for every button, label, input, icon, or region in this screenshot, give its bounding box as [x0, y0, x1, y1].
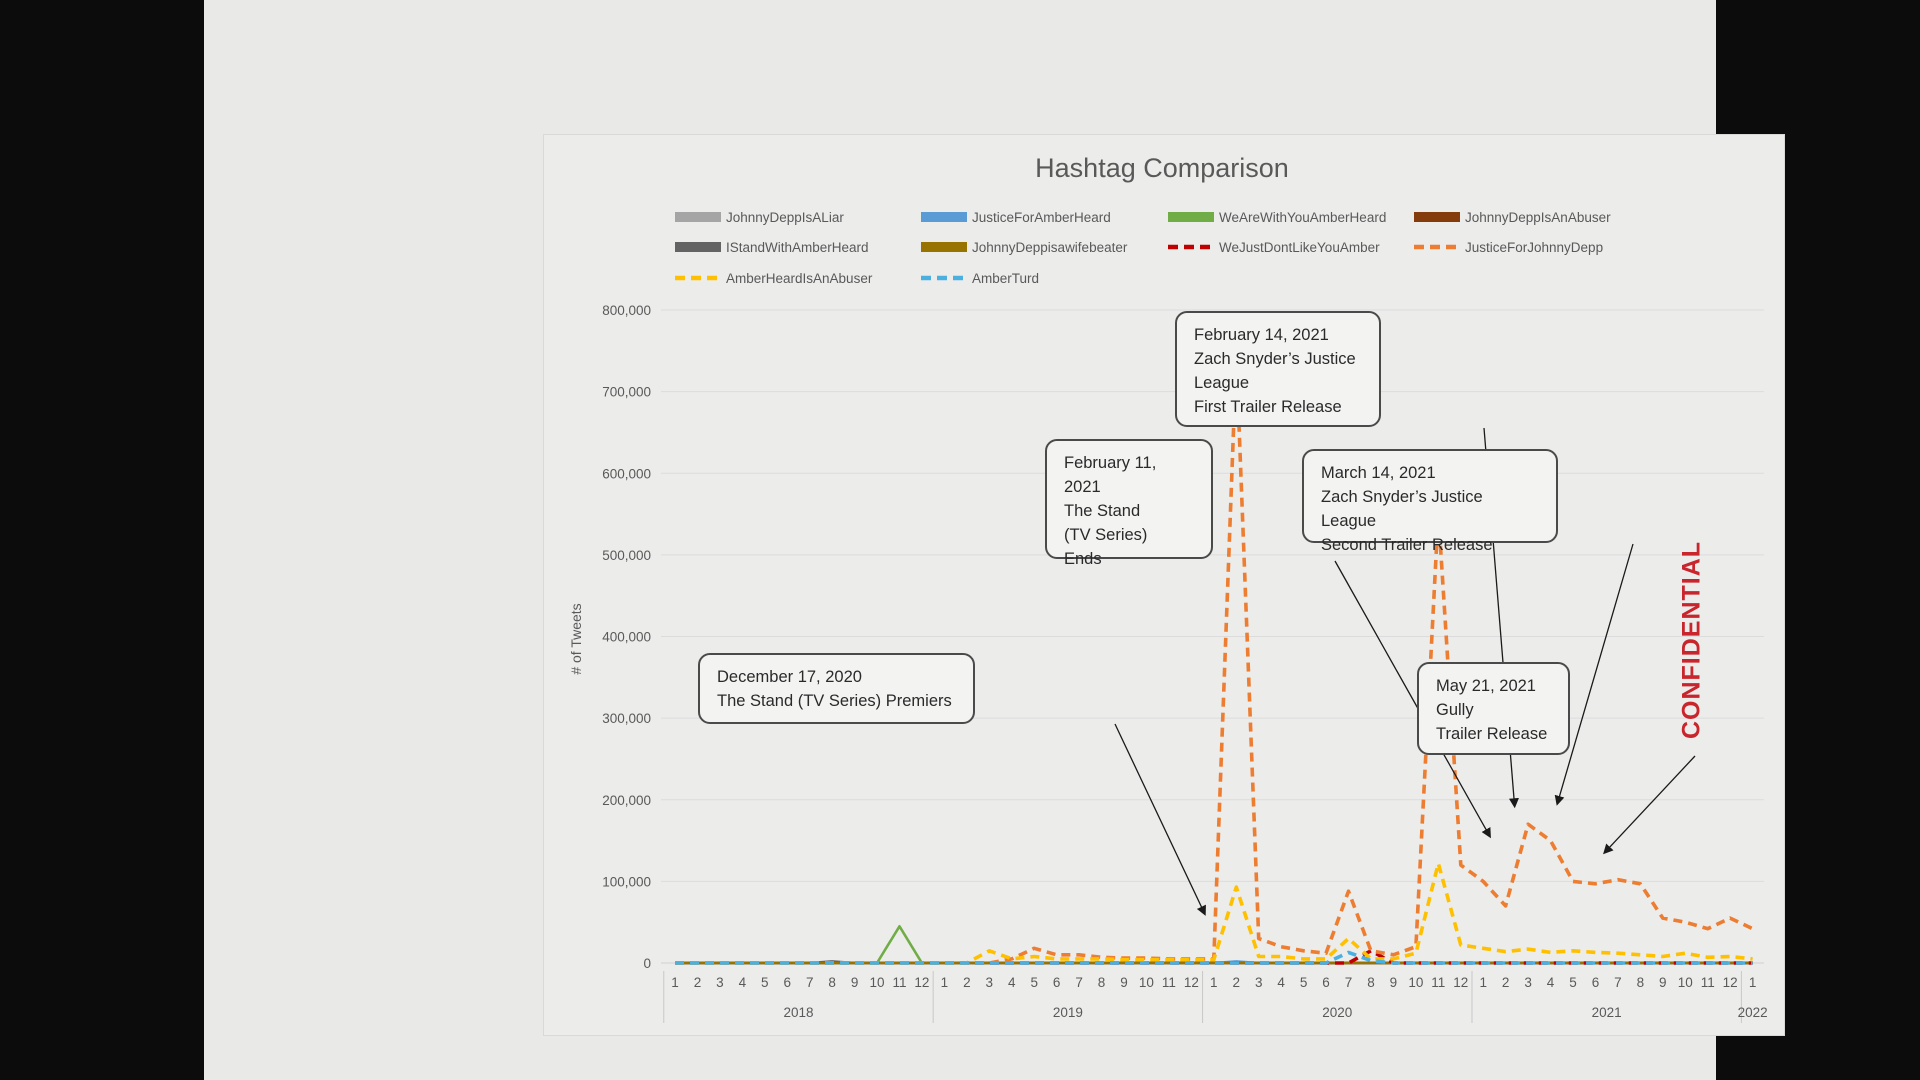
y-tick-label: 800,000 [602, 303, 651, 318]
legend-label: JohnnyDeppIsALiar [726, 210, 844, 225]
y-tick-label: 400,000 [602, 630, 651, 645]
x-tick-label: 1 [671, 975, 679, 990]
x-tick-label: 12 [1184, 975, 1199, 990]
x-tick-label: 5 [1569, 975, 1577, 990]
x-year-label: 2021 [1592, 1005, 1622, 1020]
x-tick-label: 3 [1524, 975, 1532, 990]
x-tick-label: 10 [870, 975, 885, 990]
y-axis-label: # of Tweets [568, 603, 584, 674]
x-axis: 0 100,000 200,000 300,000 400,000 500,000 600,… [602, 303, 1768, 1023]
x-year-label: 2019 [1053, 1005, 1083, 1020]
annotation-arrow [1554, 543, 1634, 806]
x-tick-label: 3 [986, 975, 994, 990]
x-tick-label: 10 [1139, 975, 1154, 990]
x-tick-label: 11 [1431, 975, 1445, 990]
y-tick-label: 200,000 [602, 793, 651, 808]
legend-label: JusticeForAmberHeard [972, 210, 1111, 225]
x-tick-label: 9 [1120, 975, 1128, 990]
x-tick-label: 9 [851, 975, 859, 990]
annotation-callout: March 14, 2021 Zach Snyder’s Justice Lea… [1302, 449, 1558, 554]
x-tick-label: 9 [1659, 975, 1667, 990]
x-tick-label: 6 [1322, 975, 1330, 990]
chart-title: Hashtag Comparison [1035, 153, 1289, 183]
y-tick-label: 700,000 [602, 385, 651, 400]
hashtag-line-chart: Hashtag Comparison # of Tweets 0 100,000 2… [568, 153, 1768, 1023]
x-tick-label: 12 [1723, 975, 1738, 990]
x-tick-label: 1 [1479, 975, 1487, 990]
x-year-label: 2018 [783, 1005, 813, 1020]
x-tick-label: 3 [716, 975, 724, 990]
x-tick-label: 2 [1502, 975, 1510, 990]
legend-label: JohnnyDeppisawifebeater [972, 240, 1128, 255]
x-tick-label: 2 [1232, 975, 1240, 990]
y-tick-label: 300,000 [602, 711, 651, 726]
x-tick-label: 2 [694, 975, 702, 990]
x-tick-label: 4 [739, 975, 747, 990]
y-tick-label: 600,000 [602, 466, 651, 481]
x-tick-label: 8 [1367, 975, 1375, 990]
confidential-stamp: CONFIDENTIAL [1677, 540, 1706, 740]
x-tick-label: 3 [1255, 975, 1263, 990]
annotation-arrow [1114, 723, 1206, 916]
x-tick-label: 9 [1390, 975, 1398, 990]
series-line-amberheardisanabuser [675, 861, 1753, 965]
x-tick-label: 12 [914, 975, 929, 990]
annotation-callout: May 21, 2021 Gully Trailer Release [1417, 662, 1570, 755]
x-tick-label: 10 [1408, 975, 1423, 990]
x-tick-label: 2 [963, 975, 971, 990]
annotation-callout: December 17, 2020 The Stand (TV Series) … [698, 653, 975, 724]
x-tick-label: 11 [1162, 975, 1176, 990]
legend-label: WeJustDontLikeYouAmber [1219, 240, 1380, 255]
x-tick-label: 1 [1210, 975, 1218, 990]
x-tick-label: 11 [1701, 975, 1715, 990]
x-tick-label: 4 [1277, 975, 1285, 990]
x-tick-label: 1 [1749, 975, 1757, 990]
legend: JohnnyDeppIsALiar JusticeForAmberHeard WeA… [675, 210, 1611, 286]
legend-label: JohnnyDeppIsAnAbuser [1465, 210, 1611, 225]
x-tick-label: 6 [1592, 975, 1600, 990]
legend-label: WeAreWithYouAmberHeard [1219, 210, 1386, 225]
annotation-callout: February 11, 2021 The Stand (TV Series) … [1045, 439, 1213, 568]
y-tick-label: 0 [643, 956, 651, 971]
y-tick-label: 100,000 [602, 874, 651, 889]
x-tick-label: 10 [1678, 975, 1693, 990]
x-tick-label: 7 [1075, 975, 1083, 990]
annotation-callout: February 14, 2021 Zach Snyder’s Justice … [1175, 311, 1381, 427]
chart-area: Hashtag Comparison # of Tweets 0 100,000 2… [543, 134, 1785, 1036]
x-tick-label: 12 [1453, 975, 1468, 990]
x-tick-label: 5 [1300, 975, 1308, 990]
x-tick-label: 8 [1637, 975, 1645, 990]
x-tick-label: 7 [1345, 975, 1353, 990]
annotation-arrow [1603, 755, 1696, 855]
x-tick-label: 7 [806, 975, 814, 990]
y-tick-label: 500,000 [602, 548, 651, 563]
x-year-label: 2022 [1738, 1005, 1768, 1020]
x-tick-label: 8 [828, 975, 836, 990]
x-tick-label: 7 [1614, 975, 1622, 990]
x-tick-label: 8 [1098, 975, 1106, 990]
x-tick-label: 6 [1053, 975, 1061, 990]
x-tick-label: 1 [941, 975, 949, 990]
series-line-amberturd [675, 950, 1753, 965]
x-tick-label: 11 [892, 975, 906, 990]
annotation-arrow [1334, 560, 1491, 839]
x-tick-label: 4 [1547, 975, 1555, 990]
x-year-label: 2020 [1322, 1005, 1352, 1020]
series-lines [675, 353, 1754, 965]
legend-label: JusticeForJohnnyDepp [1465, 240, 1603, 255]
legend-label: AmberHeardIsAnAbuser [726, 271, 873, 286]
legend-label: IStandWithAmberHeard [726, 240, 869, 255]
x-tick-label: 5 [1030, 975, 1038, 990]
x-tick-label: 5 [761, 975, 769, 990]
x-tick-label: 4 [1008, 975, 1016, 990]
legend-label: AmberTurd [972, 271, 1039, 286]
x-tick-label: 6 [783, 975, 791, 990]
